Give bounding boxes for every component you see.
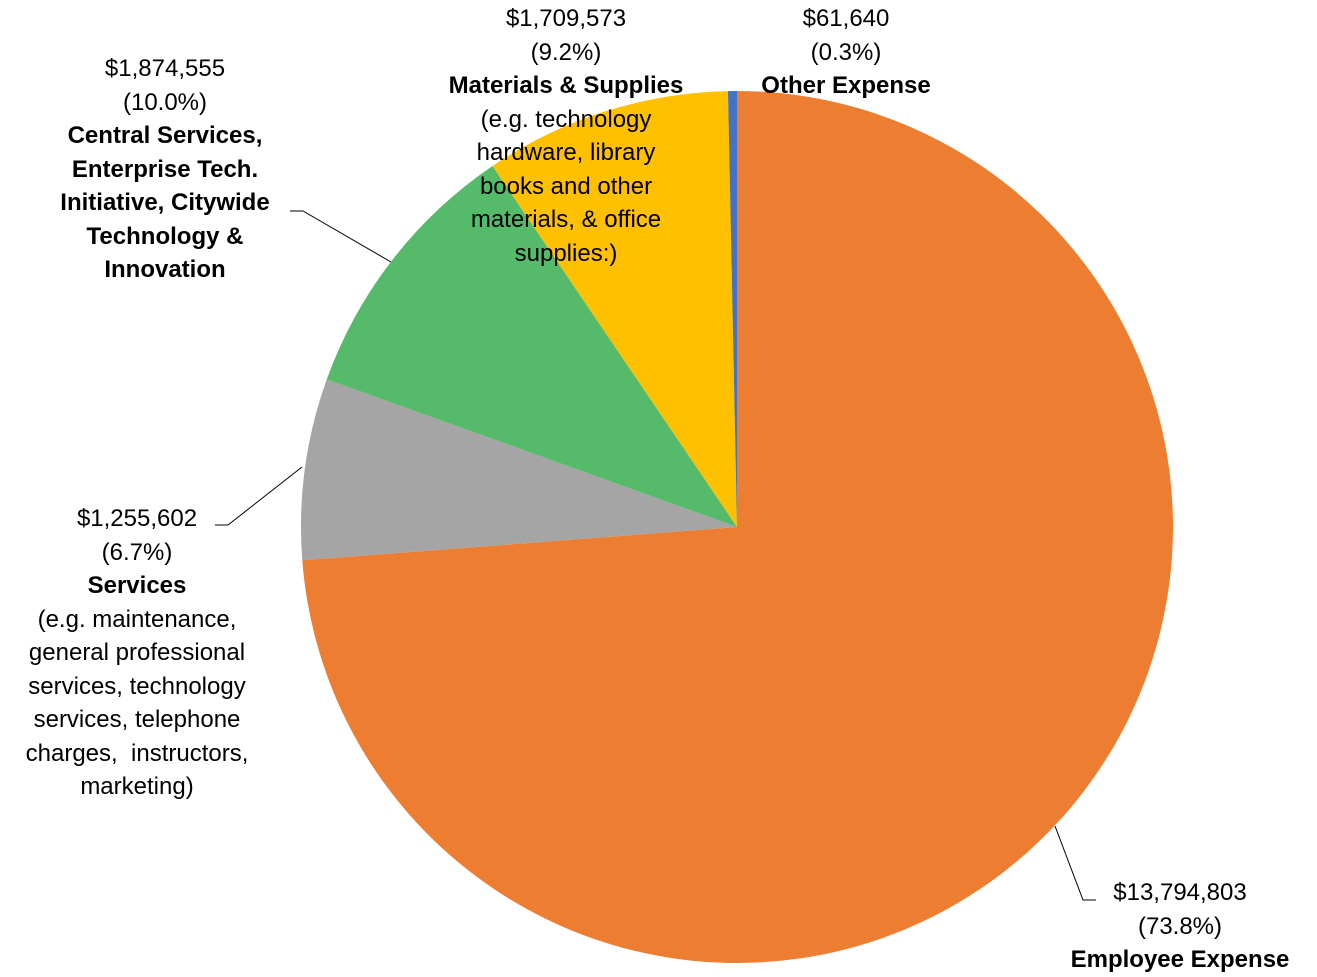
category-label: Services [87,572,187,599]
data-label: $61,640 (0.3%) Other Expense [761,2,930,103]
percent-label: (6.7%) [101,538,173,566]
category-label: Employee Expense [1070,946,1290,973]
value-label: $13,794,803 [1113,879,1247,906]
leader-line [290,210,392,263]
percent-label: (9.2%) [530,38,602,66]
category-label: Central Services, Enterprise Tech. Initi… [60,122,270,283]
category-description: (e.g. technology hardware, library books… [470,105,662,267]
data-label: $13,794,803 (73.8%) Employee Expense [1071,876,1290,977]
leader-line [1054,825,1096,901]
percent-label: (73.8%) [1137,912,1223,940]
percent-label: (10.0%) [122,88,208,116]
pie-slice [727,91,737,527]
percent-label: (0.3%) [810,38,882,66]
category-label: Other Expense [761,72,931,99]
value-label: $1,874,555 [104,55,226,82]
value-label: $1,255,602 [76,505,198,532]
pie-slice [326,165,737,528]
data-label: $1,874,555 (10.0%) Central Services, Enter… [60,52,269,287]
leader-line [215,466,303,526]
pie-slice [302,91,1174,963]
pie-slice [492,91,737,528]
data-label: $1,255,602 (6.7%) Services (e.g. maintenanc… [26,502,249,804]
value-label: $1,709,573 [505,5,627,32]
category-label: Materials & Supplies [448,72,684,99]
value-label: $61,640 [802,5,890,32]
category-description: (e.g. maintenance, general professional … [25,605,249,801]
pie-slice [301,379,737,561]
data-label: $1,709,573 (9.2%) Materials & Supplies (e.g… [449,2,684,270]
